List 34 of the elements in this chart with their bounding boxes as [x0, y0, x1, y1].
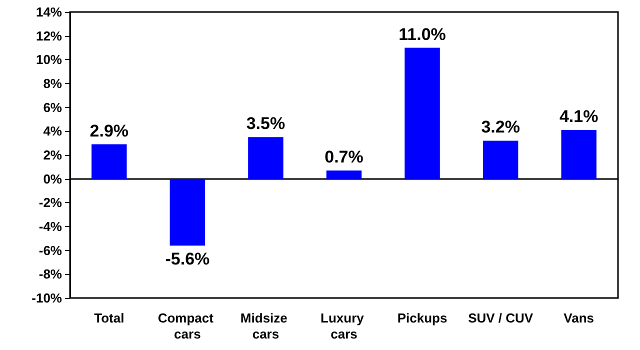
x-tick-label: Luxury cars: [320, 310, 368, 342]
data-label: 3.5%: [246, 114, 286, 134]
data-label: 2.9%: [90, 121, 129, 140]
bar: [561, 130, 596, 179]
y-tick-label: -4%: [38, 219, 62, 234]
bar: [248, 137, 284, 179]
x-tick-label: Pickups: [397, 310, 448, 326]
data-label: -5.6%: [165, 250, 210, 269]
x-tick-label: Total: [94, 310, 124, 326]
data-label: 3.2%: [481, 118, 520, 137]
x-tick-label: Vans: [564, 310, 594, 326]
bar: [482, 140, 518, 179]
y-tick-label: 10%: [36, 52, 62, 68]
x-tick-label: Midsize cars: [240, 310, 292, 342]
y-tick-label: 2%: [43, 148, 62, 162]
bar: [326, 170, 362, 179]
x-tick-label: Compact cars: [158, 310, 218, 342]
y-tick-label: 14%: [36, 4, 62, 20]
data-label: 11.0%: [398, 24, 446, 44]
bar: [92, 144, 127, 179]
bar: [404, 48, 440, 179]
y-tick-label: -2%: [38, 195, 62, 210]
y-tick-label: -6%: [38, 242, 62, 258]
data-label: 4.1%: [559, 106, 598, 126]
y-tick-label: 12%: [36, 28, 62, 44]
data-label: 0.7%: [324, 147, 364, 166]
y-tick-label: 4%: [43, 124, 62, 139]
y-tick-label: 6%: [43, 100, 62, 115]
y-tick-label: -10%: [32, 290, 62, 306]
x-tick-label: SUV / CUV: [468, 310, 534, 326]
y-tick-label: 0%: [43, 171, 62, 186]
y-tick-label: 8%: [43, 76, 62, 91]
bar: [170, 178, 206, 246]
y-tick-label: -8%: [38, 266, 62, 282]
